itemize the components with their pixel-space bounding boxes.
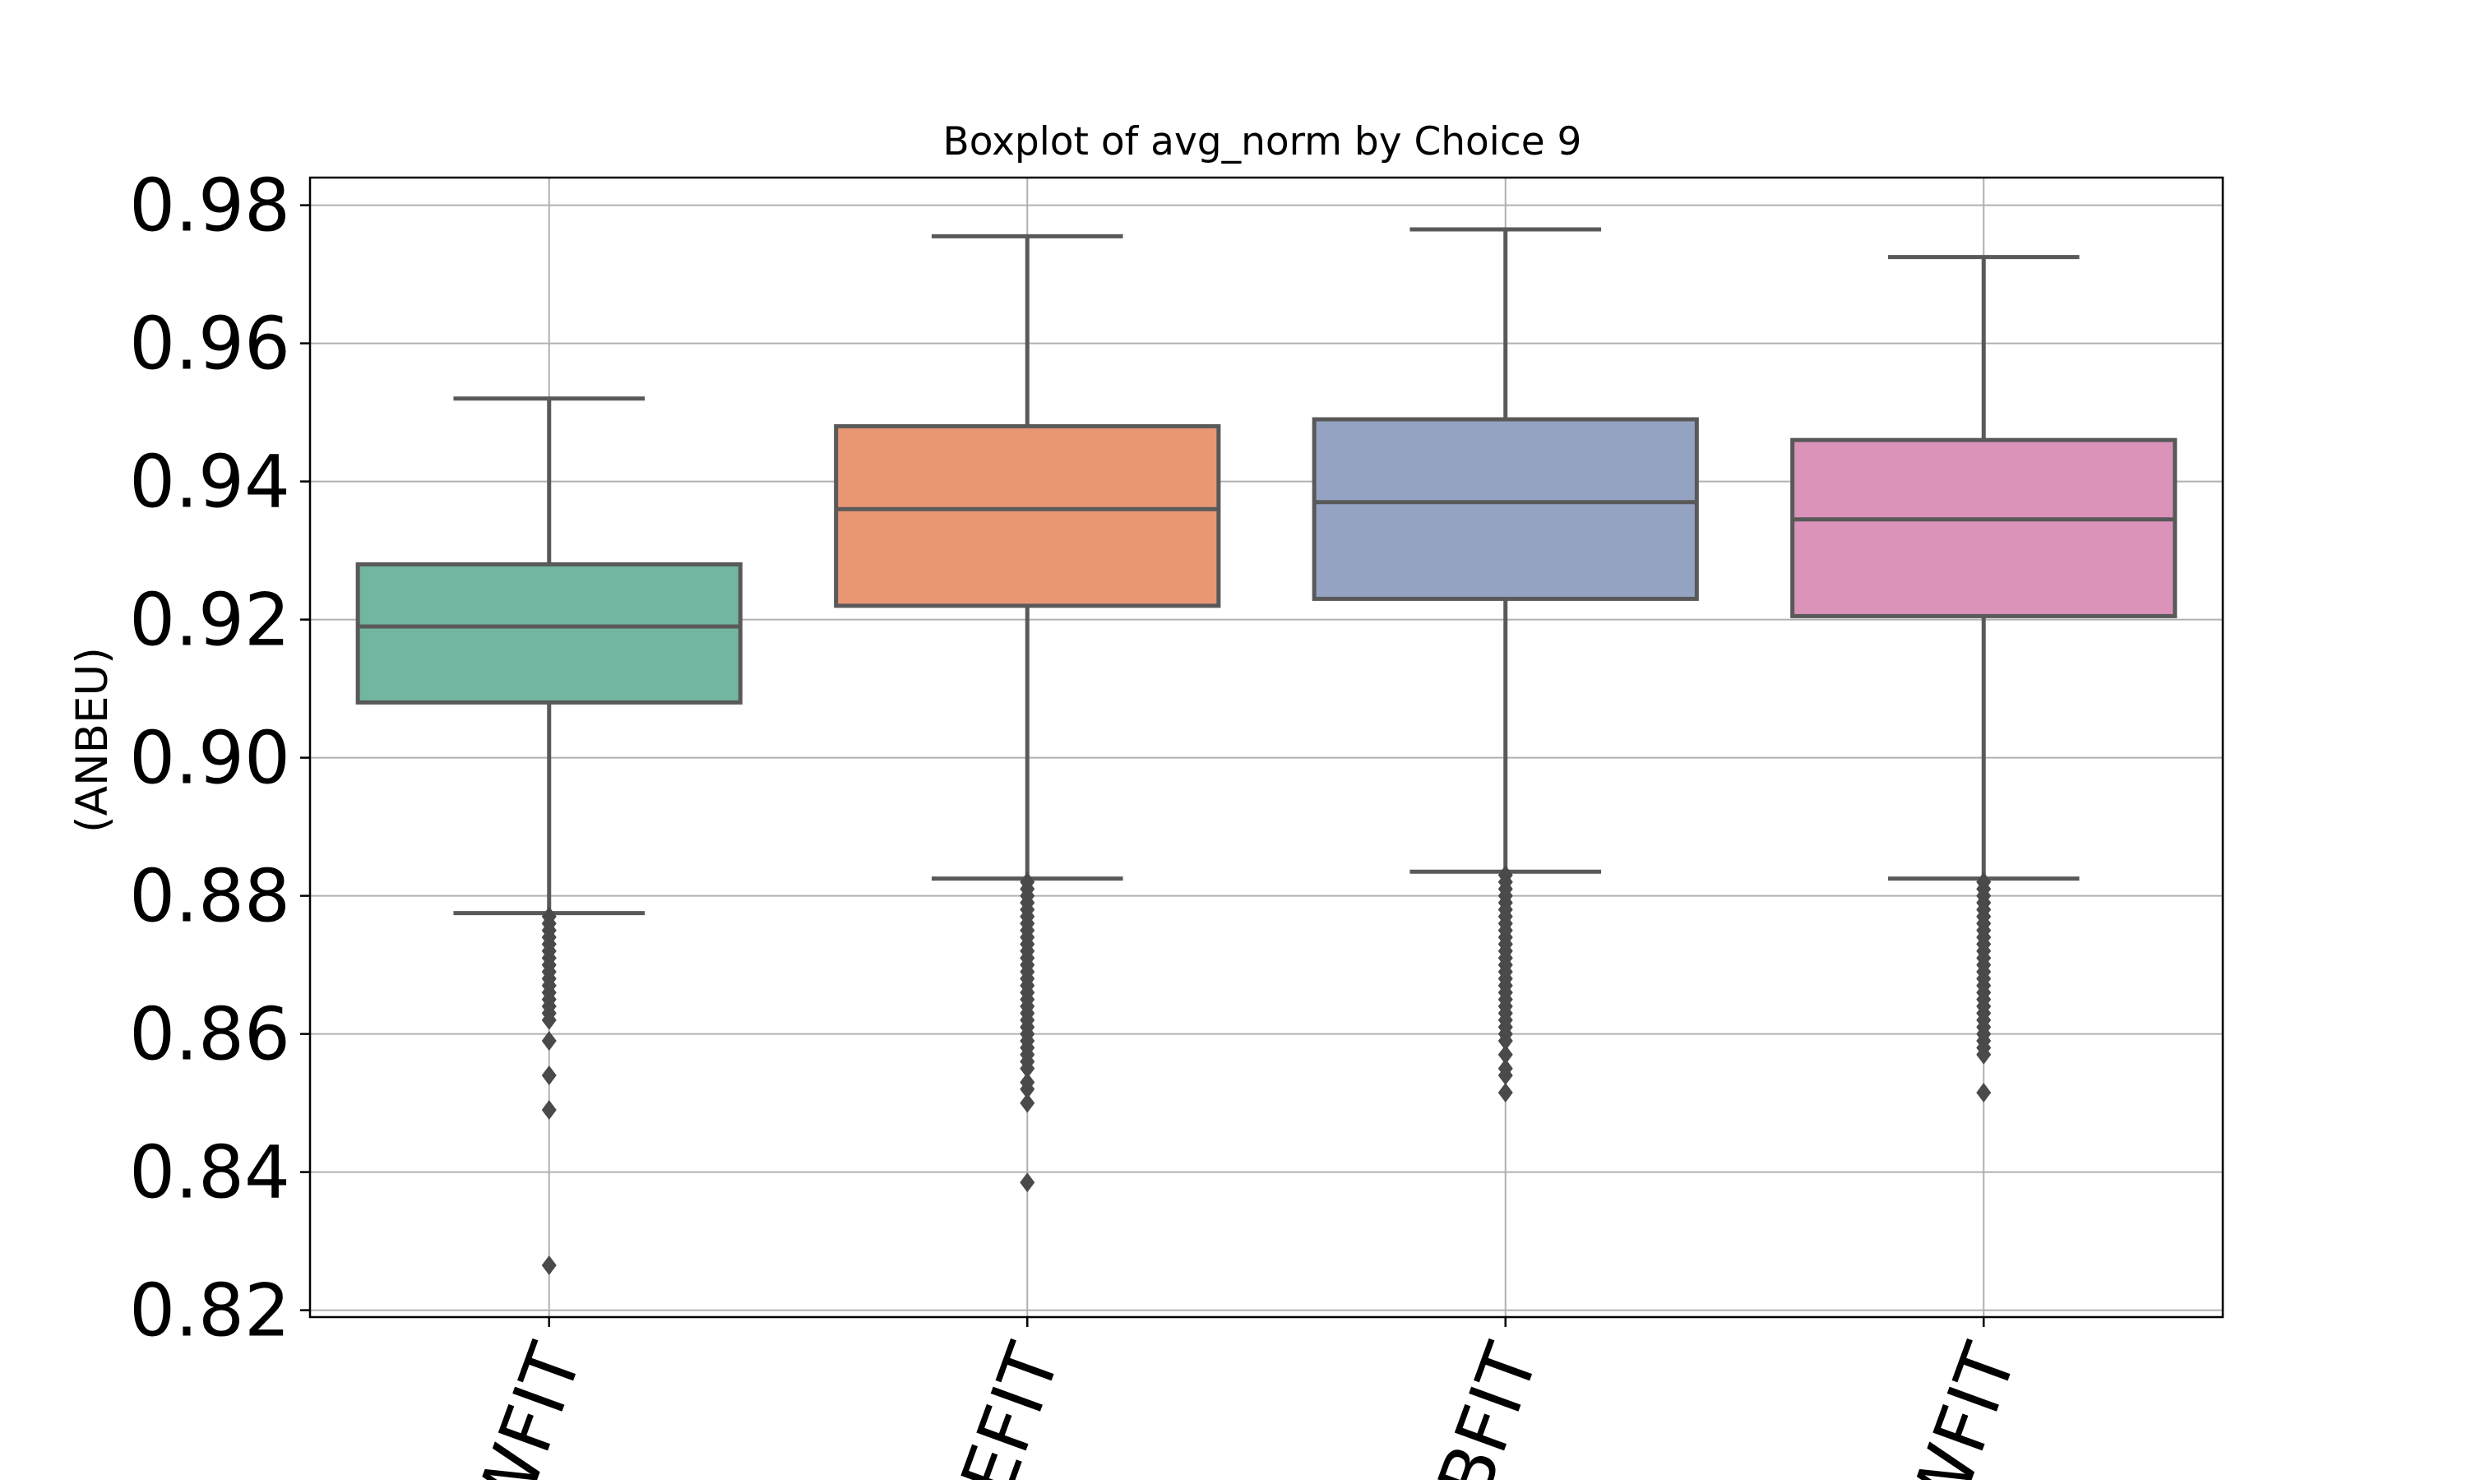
outlier-point	[1976, 1044, 1992, 1065]
y-axis-ticks: 0.82 0.84 0.86 0.88 0.90 0.92 0.94 0.96 0.98	[129, 164, 310, 1353]
y-tick-label: 0.94	[129, 440, 290, 525]
iqr-box	[355, 562, 743, 705]
box-layer	[355, 227, 2178, 1275]
outlier-point	[541, 1066, 557, 1085]
box-group-4	[1790, 255, 2178, 1103]
outlier-point	[541, 1255, 557, 1275]
y-tick-label: 0.90	[129, 716, 290, 801]
iqr-box	[834, 423, 1221, 608]
chart-title: Boxplot of avg_norm by Choice 9	[943, 119, 1582, 164]
outlier-point	[541, 1031, 557, 1051]
outlier-point	[1497, 1066, 1513, 1085]
y-tick-label: 0.84	[129, 1130, 290, 1215]
iqr-box	[1790, 437, 2178, 618]
y-tick-label: 0.96	[129, 302, 290, 386]
y-axis-label: (ANBEU)	[67, 647, 118, 833]
y-tick-label: 0.92	[129, 578, 290, 663]
outlier-point	[1497, 1031, 1513, 1051]
outlier-point	[1976, 1083, 1992, 1103]
outlier-point	[1020, 1079, 1035, 1099]
outlier-point	[1020, 1172, 1035, 1193]
y-tick-label: 0.86	[129, 992, 290, 1077]
y-tick-label: 0.88	[129, 854, 290, 939]
plot-frame	[308, 176, 2224, 1319]
outlier-point	[1020, 1093, 1035, 1113]
box-group-2	[834, 233, 1221, 1193]
y-tick-label: 0.82	[129, 1269, 290, 1353]
outlier-point	[541, 1010, 557, 1030]
y-tick-label: 0.98	[129, 164, 290, 248]
iqr-box	[1312, 417, 1699, 601]
outlier-point	[1497, 1083, 1513, 1103]
outlier-point	[1020, 1058, 1035, 1079]
box-group-3	[1312, 227, 1699, 1103]
box-group-1	[355, 396, 743, 1275]
outlier-point	[541, 1100, 557, 1120]
outlier-point	[1497, 1044, 1513, 1065]
